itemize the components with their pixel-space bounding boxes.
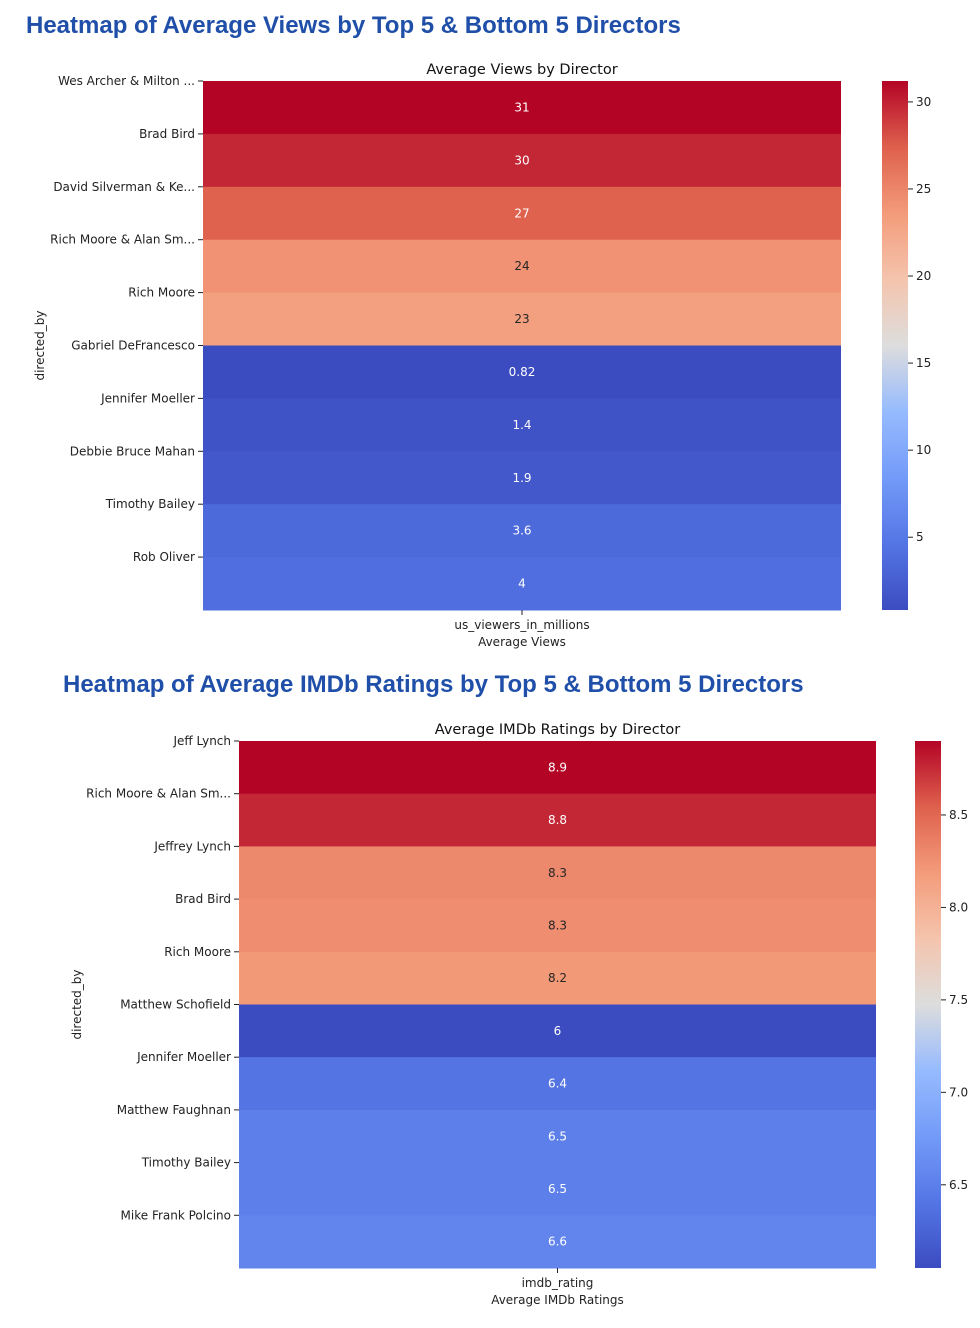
views-ytick-label-4: Rich Moore: [128, 286, 195, 300]
ratings-ytick-label-5: Matthew Schofield: [120, 998, 231, 1012]
views-cell-2: [203, 186, 841, 241]
ratings-cell-label-6: 6.4: [548, 1077, 567, 1091]
views-colorbar-label-1: 10: [916, 443, 931, 457]
views-cell-label-5: 0.82: [509, 365, 536, 379]
ratings-cell-6: [239, 1057, 876, 1111]
views-cell-label-4: 23: [514, 312, 529, 326]
views-cell-4: [203, 292, 841, 346]
ratings-cell-label-2: 8.3: [548, 866, 567, 880]
views-cell-label-9: 4: [518, 577, 526, 591]
ratings-cell-4: [239, 951, 876, 1005]
views-ylabel: directed_by: [33, 310, 47, 380]
ratings-ytick-label-3: Brad Bird: [175, 892, 231, 906]
ratings-cell-8: [239, 1162, 876, 1216]
ratings-cell-7: [239, 1109, 876, 1164]
views-cell-7: [203, 451, 841, 505]
views-ytick-label-7: Debbie Bruce Mahan: [70, 444, 195, 458]
views-ytick-label-1: Brad Bird: [139, 127, 195, 141]
views-cell-label-6: 1.4: [512, 418, 531, 432]
views-colorbar-label-0: 5: [916, 530, 924, 544]
ratings-colorbar-label-1: 7.0: [949, 1085, 968, 1099]
views-ytick-label-5: Gabriel DeFrancesco: [71, 339, 195, 353]
ratings-colorbar-label-3: 8.0: [949, 900, 968, 914]
ratings-ytick-label-0: Jeff Lynch: [173, 734, 232, 748]
views-cell-label-8: 3.6: [512, 524, 531, 538]
ratings-ytick-label-7: Matthew Faughnan: [117, 1103, 231, 1117]
ratings-ylabel: directed_by: [70, 969, 84, 1039]
views-cell-6: [203, 398, 841, 452]
ratings-cell-5: [239, 1004, 876, 1058]
views-cell-label-1: 30: [514, 153, 529, 167]
ratings-xlabel: Average IMDb Ratings: [491, 1293, 624, 1307]
ratings-cell-label-3: 8.3: [548, 918, 567, 932]
views-cell-0: [203, 81, 841, 135]
ratings-cell-label-4: 8.2: [548, 971, 567, 985]
views-cell-label-2: 27: [514, 206, 529, 220]
ratings-cell-1: [239, 793, 876, 847]
views-cell-5: [203, 345, 841, 399]
ratings-colorbar-label-0: 6.5: [949, 1178, 968, 1192]
views-heatmap: Average Views by Director 31 Wes Archer & …: [33, 62, 931, 649]
views-chart-title: Average Views by Director: [426, 62, 617, 78]
ratings-colorbar-label-2: 7.5: [949, 993, 968, 1007]
ratings-cell-0: [239, 741, 876, 795]
ratings-ytick-label-6: Jennifer Moeller: [136, 1050, 231, 1064]
views-cell-label-7: 1.9: [512, 471, 531, 485]
views-ytick-label-3: Rich Moore & Alan Sm...: [50, 233, 195, 247]
ratings-xtick-label: imdb_rating: [522, 1276, 594, 1290]
views-cell-label-3: 24: [514, 259, 529, 273]
ratings-cell-3: [239, 899, 876, 953]
ratings-colorbar-label-4: 8.5: [949, 808, 968, 822]
views-ytick-label-2: David Silverman & Ke...: [53, 180, 195, 194]
ratings-cell-2: [239, 846, 876, 900]
ratings-cell-label-8: 6.5: [548, 1182, 567, 1196]
views-cell-label-0: 31: [514, 100, 529, 114]
ratings-cell-9: [239, 1215, 876, 1269]
views-colorbar-label-4: 25: [916, 182, 931, 196]
views-ytick-label-0: Wes Archer & Milton ...: [58, 74, 195, 88]
views-ytick-label-9: Rob Oliver: [133, 550, 195, 564]
ratings-section-title: Heatmap of Average IMDb Ratings by Top 5…: [63, 671, 804, 698]
ratings-colorbar: [915, 741, 941, 1268]
views-colorbar-label-2: 15: [916, 356, 931, 370]
ratings-ytick-label-1: Rich Moore & Alan Sm...: [86, 787, 231, 801]
views-cell-1: [203, 133, 841, 188]
ratings-ytick-label-4: Rich Moore: [164, 945, 231, 959]
views-cell-9: [203, 557, 841, 611]
ratings-chart-title: Average IMDb Ratings by Director: [435, 722, 681, 738]
views-colorbar-label-3: 20: [916, 269, 931, 283]
views-xlabel: Average Views: [478, 635, 566, 649]
ratings-ytick-label-8: Timothy Bailey: [141, 1156, 231, 1170]
views-section-title: Heatmap of Average Views by Top 5 & Bott…: [26, 12, 681, 39]
ratings-ytick-label-2: Jeffrey Lynch: [153, 839, 231, 853]
ratings-cell-label-1: 8.8: [548, 813, 567, 827]
views-xtick-label: us_viewers_in_millions: [454, 618, 589, 632]
ratings-cell-label-5: 6: [554, 1024, 562, 1038]
ratings-cell-label-9: 6.6: [548, 1235, 567, 1249]
ratings-cell-label-0: 8.9: [548, 760, 567, 774]
views-ytick-label-6: Jennifer Moeller: [100, 391, 195, 405]
ratings-cell-label-7: 6.5: [548, 1129, 567, 1143]
ratings-ytick-label-9: Mike Frank Polcino: [121, 1208, 231, 1222]
views-colorbar-label-5: 30: [916, 95, 931, 109]
views-cell-8: [203, 504, 841, 558]
views-cell-3: [203, 239, 841, 294]
views-colorbar: [882, 81, 908, 610]
views-ytick-label-8: Timothy Bailey: [105, 497, 195, 511]
